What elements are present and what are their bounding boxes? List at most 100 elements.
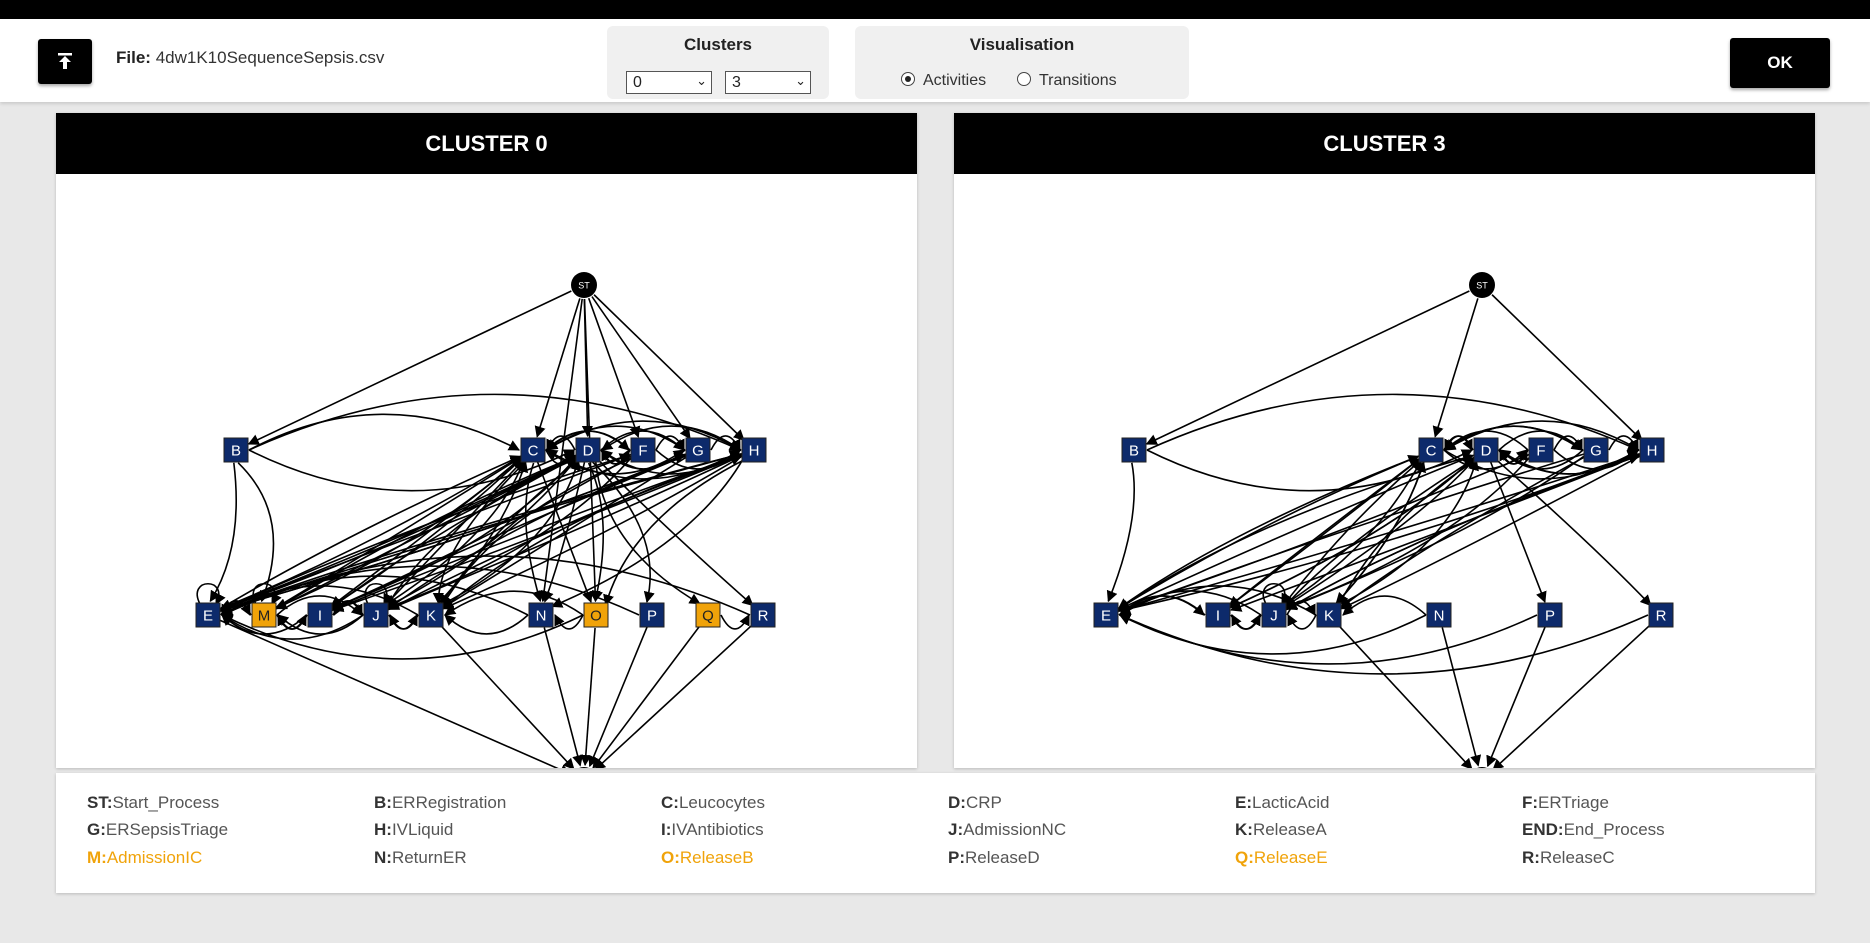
header-bar: File: 4dw1K10SequenceSepsis.csv Clusters…: [0, 19, 1870, 102]
node-B[interactable]: B: [1121, 437, 1147, 463]
node-G[interactable]: G: [685, 437, 711, 463]
node-label: H: [1647, 443, 1658, 460]
node-shape: [583, 602, 609, 628]
node-label: C: [1426, 443, 1437, 460]
node-J[interactable]: J: [363, 602, 389, 628]
edge-G-C: [546, 425, 686, 451]
node-D[interactable]: D: [575, 437, 601, 463]
edge-K-END: [439, 623, 575, 768]
edge-F-G: [655, 435, 685, 452]
node-label: E: [203, 608, 213, 625]
clusters-title: Clusters: [683, 35, 753, 54]
radio-activities[interactable]: Activities: [901, 72, 986, 90]
edge-Q-END: [592, 624, 701, 768]
panel-title: CLUSTER 0: [56, 113, 917, 174]
process-graph-right: ST B C D F G H E I J K N P R END: [1093, 272, 1674, 768]
node-ST[interactable]: ST: [571, 272, 597, 298]
node-shape: [223, 437, 249, 463]
node-I[interactable]: I: [307, 602, 333, 628]
edge-J-I: [1231, 614, 1262, 630]
node-F[interactable]: F: [630, 437, 656, 463]
edge-B-C: [248, 413, 520, 451]
edge-H-K: [442, 455, 743, 610]
node-D[interactable]: D: [1473, 437, 1499, 463]
legend-code: END:: [1522, 820, 1564, 839]
radio-transitions[interactable]: Transitions: [1017, 72, 1117, 90]
node-E[interactable]: E: [195, 602, 221, 628]
node-ST[interactable]: ST: [1469, 272, 1495, 298]
node-shape: [520, 437, 546, 463]
node-K[interactable]: K: [1316, 602, 1342, 628]
node-R[interactable]: R: [1648, 602, 1674, 628]
edge-C-M: [274, 456, 523, 609]
node-N[interactable]: N: [1426, 602, 1452, 628]
node-H[interactable]: H: [1639, 437, 1665, 463]
cluster-select-1[interactable]: 0 ⌄: [626, 71, 712, 94]
node-group: ST B C D F G H E M I J K N O P Q R END: [195, 272, 776, 768]
node-label: D: [583, 443, 594, 460]
legend-code: F:: [1522, 793, 1539, 812]
node-K[interactable]: K: [418, 602, 444, 628]
node-E[interactable]: E: [1093, 602, 1119, 628]
edge-ST-F: [587, 297, 641, 438]
node-shape: [571, 272, 597, 298]
edge-I-C: [329, 457, 523, 608]
node-H[interactable]: H: [741, 437, 767, 463]
node-C[interactable]: C: [520, 437, 546, 463]
legend-name: ERTriage: [1538, 793, 1609, 812]
legend-code: R:: [1522, 848, 1540, 867]
edge-group: [1106, 290, 1652, 768]
node-END[interactable]: END: [1469, 767, 1495, 768]
node-label: P: [1545, 608, 1555, 625]
cluster-select-1-value: 0: [633, 74, 642, 91]
node-R[interactable]: R: [750, 602, 776, 628]
node-shape: [1418, 437, 1444, 463]
node-label: J: [1270, 608, 1278, 625]
upload-button[interactable]: [38, 39, 92, 84]
legend-code: E:: [1235, 793, 1252, 812]
node-C[interactable]: C: [1418, 437, 1444, 463]
node-B[interactable]: B: [223, 437, 249, 463]
node-P[interactable]: P: [1537, 602, 1563, 628]
node-shape: [1426, 602, 1452, 628]
node-J[interactable]: J: [1261, 602, 1287, 628]
node-N[interactable]: N: [528, 602, 554, 628]
node-I[interactable]: I: [1205, 602, 1231, 628]
edge-J-M: [277, 614, 364, 635]
edge-C-E: [1117, 455, 1420, 610]
edge-H-O: [603, 458, 746, 606]
node-label: ST: [1476, 281, 1488, 291]
node-G[interactable]: G: [1583, 437, 1609, 463]
node-shape: [1528, 437, 1554, 463]
edge-ST-H: [593, 294, 745, 442]
edge-R-E: [1118, 613, 1649, 675]
node-shape: [630, 437, 656, 463]
legend-item: H:IVLiquid: [374, 820, 453, 840]
edge-O-N: [554, 613, 584, 630]
legend-item: END:End_Process: [1522, 820, 1665, 840]
edge-G-E: [1118, 453, 1584, 613]
node-END[interactable]: END: [571, 767, 597, 768]
node-M[interactable]: M: [251, 602, 277, 628]
cluster-select-2[interactable]: 3 ⌄: [725, 71, 811, 94]
legend-name: ERRegistration: [391, 793, 507, 812]
node-label: F: [638, 443, 647, 460]
radio-activities-indicator: [901, 72, 915, 86]
edge-E-G: [220, 453, 686, 612]
legend-code: D:: [948, 793, 966, 812]
node-label: C: [528, 443, 539, 460]
ok-button[interactable]: OK: [1730, 38, 1830, 88]
node-label: J: [372, 608, 380, 625]
node-shape: [579, 767, 589, 768]
legend-name: ReleaseB: [679, 848, 754, 867]
legend-code: C:: [661, 793, 679, 812]
node-shape: [575, 437, 601, 463]
node-O[interactable]: O: [583, 602, 609, 628]
node-F[interactable]: F: [1528, 437, 1554, 463]
self-loop-E: [196, 583, 226, 605]
node-P[interactable]: P: [639, 602, 665, 628]
node-Q[interactable]: Q: [695, 602, 721, 628]
edge-ST-C: [1432, 298, 1479, 438]
edge-P-END: [588, 626, 648, 768]
upload-icon: [58, 53, 72, 69]
